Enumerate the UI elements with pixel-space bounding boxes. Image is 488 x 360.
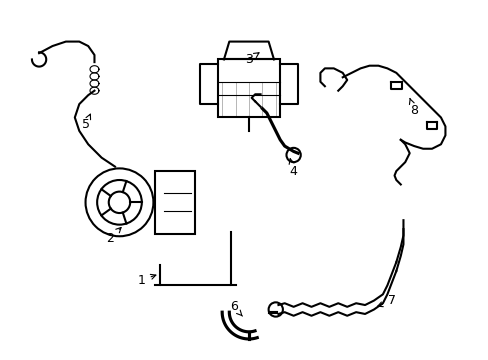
Circle shape (97, 180, 142, 225)
Text: 1: 1 (138, 274, 156, 287)
Text: 6: 6 (229, 300, 242, 316)
Text: 7: 7 (377, 294, 395, 307)
Text: 5: 5 (81, 114, 90, 131)
Circle shape (108, 192, 130, 213)
Text: 4: 4 (288, 159, 297, 177)
Text: 3: 3 (244, 53, 259, 66)
FancyBboxPatch shape (217, 59, 280, 117)
Circle shape (85, 168, 153, 236)
FancyBboxPatch shape (155, 171, 195, 234)
Text: 8: 8 (408, 98, 417, 117)
Circle shape (286, 148, 300, 162)
Circle shape (268, 302, 283, 317)
Text: 2: 2 (106, 228, 121, 244)
